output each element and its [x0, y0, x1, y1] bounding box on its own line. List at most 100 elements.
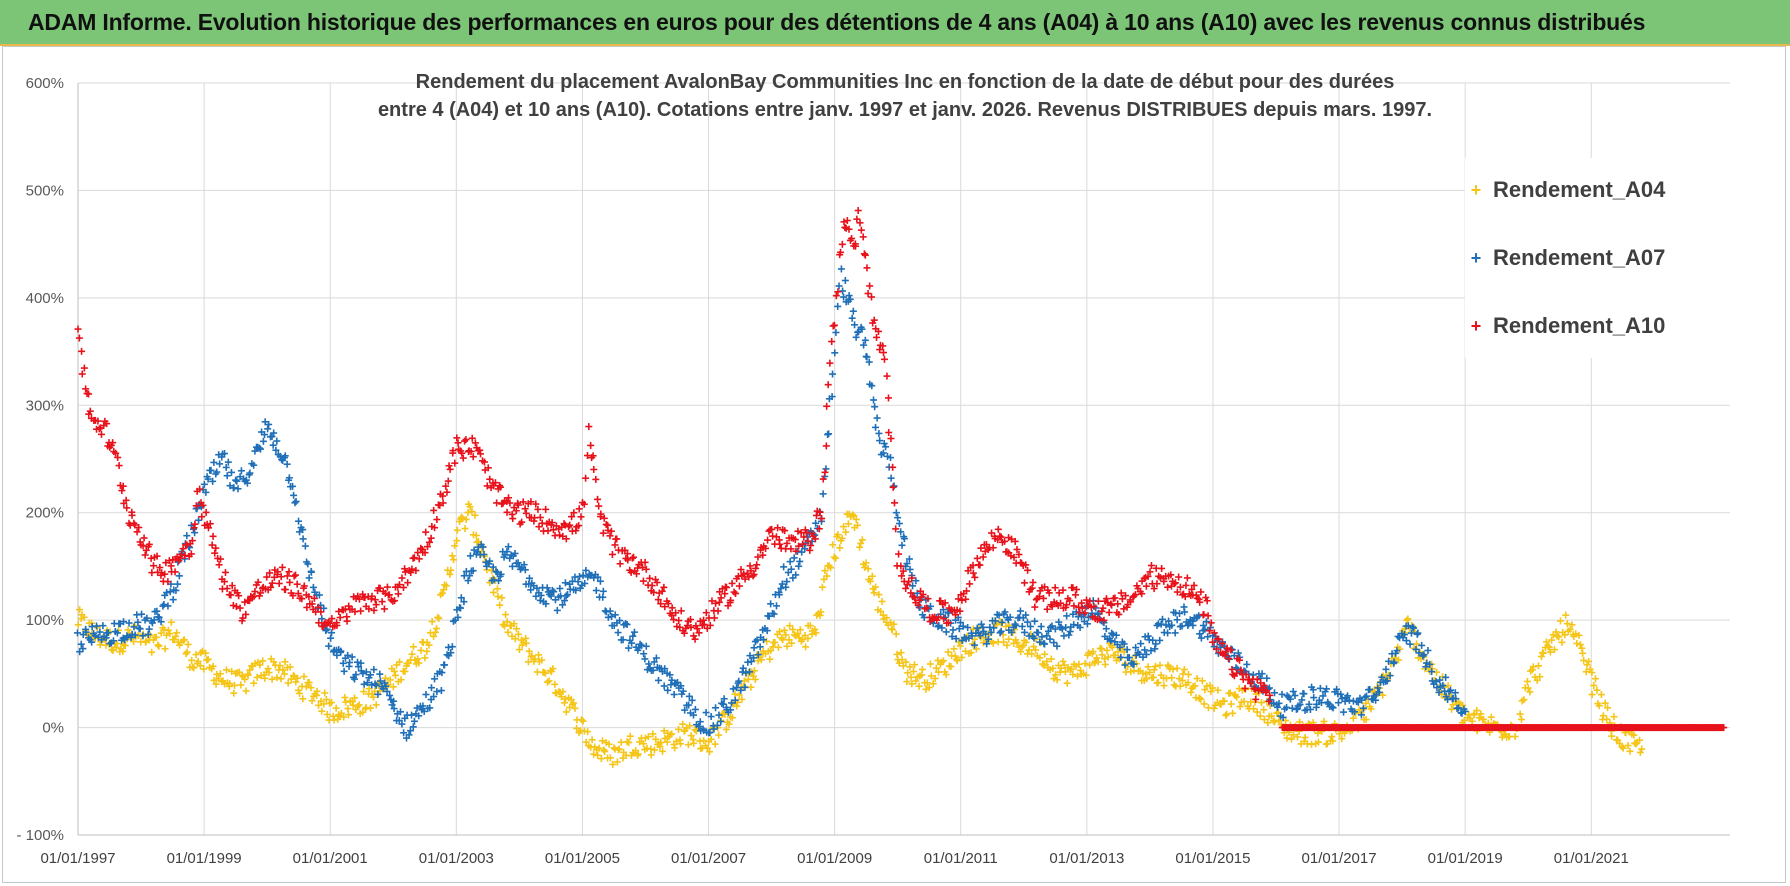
rendement-a04-point — [1101, 660, 1109, 668]
rendement-a07-point — [143, 614, 151, 622]
rendement-a04-point — [953, 657, 961, 665]
rendement-a04-point — [440, 586, 448, 594]
rendement-a04-point — [950, 645, 958, 653]
rendement-a04-point — [806, 622, 814, 630]
rendement-a10-point — [281, 586, 289, 594]
rendement-a04-point — [341, 693, 349, 701]
rendement-a07-point — [835, 282, 843, 290]
rendement-a10-point — [78, 347, 86, 355]
rendement-a10-point — [443, 488, 451, 496]
rendement-a04-point — [1032, 646, 1040, 654]
rendement-a04-point — [342, 698, 350, 706]
rendement-a10-point — [1229, 670, 1237, 678]
rendement-a04-point — [76, 606, 84, 614]
rendement-a04-point — [256, 661, 264, 669]
rendement-a04-point — [428, 618, 436, 626]
rendement-a04-point — [1068, 665, 1076, 673]
rendement-a10-point — [723, 583, 731, 591]
rendement-a04-point — [438, 589, 446, 597]
rendement-a04-point — [944, 648, 952, 656]
rendement-a07-point — [259, 437, 267, 445]
rendement-a04-point — [281, 658, 289, 666]
rendement-a04-point — [1185, 670, 1193, 678]
rendement-a10-point — [275, 579, 283, 587]
rendement-a04-point — [911, 661, 919, 669]
rendement-a04-point — [148, 648, 156, 656]
rendement-a10-point — [566, 521, 574, 529]
rendement-a04-point — [549, 665, 557, 673]
rendement-a04-point — [1264, 719, 1272, 727]
rendement-a04-point — [590, 750, 598, 758]
y-tick-label: 400% — [26, 290, 64, 307]
rendement-a10-point — [462, 436, 470, 444]
rendement-a04-point — [237, 681, 245, 689]
rendement-a04-point — [703, 744, 711, 752]
rendement-a07-point — [660, 682, 668, 690]
rendement-a10-point — [639, 577, 647, 585]
x-tick-label: 01/01/2011 — [924, 850, 998, 867]
rendement-a04-point — [744, 675, 752, 683]
rendement-a04-point — [302, 683, 310, 691]
rendement-a10-point — [730, 588, 738, 596]
rendement-a04-point — [1533, 676, 1541, 684]
rendement-a04-point — [1059, 657, 1067, 665]
rendement-a04-point — [1601, 699, 1609, 707]
rendement-a10-point — [215, 561, 223, 569]
rendement-a04-point — [1460, 716, 1468, 724]
rendement-a07-point — [1046, 635, 1054, 643]
rendement-a07-point — [1316, 684, 1324, 692]
rendement-a04-point — [1201, 686, 1209, 694]
rendement-a04-point — [180, 636, 188, 644]
rendement-a04-point — [1144, 663, 1152, 671]
rendement-a04-point — [264, 665, 272, 673]
rendement-a10-point — [1164, 583, 1172, 591]
rendement-a10-point — [868, 293, 876, 301]
rendement-a04-point — [613, 758, 621, 766]
rendement-a04-point — [345, 711, 353, 719]
rendement-a04-point — [1209, 684, 1217, 692]
rendement-a04-point — [1257, 699, 1265, 707]
rendement-a04-point — [1098, 651, 1106, 659]
rendement-a04-point — [1025, 646, 1033, 654]
legend-label: Rendement_A07 — [1493, 245, 1666, 270]
rendement-a04-point — [545, 677, 553, 685]
rendement-a04-point — [722, 725, 730, 733]
rendement-a04-point — [598, 737, 606, 745]
rendement-a07-point — [1263, 674, 1271, 682]
rendement-a04-point — [321, 689, 329, 697]
rendement-a10-point — [860, 250, 868, 258]
rendement-a04-point — [832, 554, 840, 562]
rendement-a04-point — [1635, 736, 1643, 744]
rendement-a04-point — [582, 738, 590, 746]
rendement-a04-point — [789, 626, 797, 634]
rendement-a07-point — [370, 666, 378, 674]
rendement-a04-point — [1149, 673, 1157, 681]
rendement-a07-point — [822, 465, 830, 473]
rendement-a04-point — [450, 556, 458, 564]
rendement-a10-point — [728, 579, 736, 587]
rendement-a10-point — [864, 290, 872, 298]
rendement-a04-point — [594, 751, 602, 759]
rendement-a07-point — [441, 661, 449, 669]
rendement-a07-point — [599, 587, 607, 595]
rendement-a07-point — [890, 482, 898, 490]
rendement-a10-point — [1105, 608, 1113, 616]
rendement-a04-point — [1115, 655, 1123, 663]
rendement-a10-point — [884, 394, 892, 402]
rendement-a04-point — [1081, 660, 1089, 668]
y-tick-label: 600% — [26, 75, 64, 92]
rendement-a04-point — [897, 649, 905, 657]
rendement-a04-point — [512, 625, 520, 633]
rendement-a04-point — [918, 665, 926, 673]
rendement-a07-point — [1164, 629, 1172, 637]
rendement-a04-point — [1227, 700, 1235, 708]
rendement-a04-point — [890, 620, 898, 628]
rendement-a04-point — [112, 643, 120, 651]
rendement-a07-point — [1406, 640, 1414, 648]
rendement-a04-point — [774, 643, 782, 651]
rendement-a04-point — [1184, 679, 1192, 687]
rendement-a10-point — [286, 578, 294, 586]
rendement-a10-point — [378, 598, 386, 606]
rendement-a07-point — [98, 636, 106, 644]
rendement-a04-point — [1061, 668, 1069, 676]
